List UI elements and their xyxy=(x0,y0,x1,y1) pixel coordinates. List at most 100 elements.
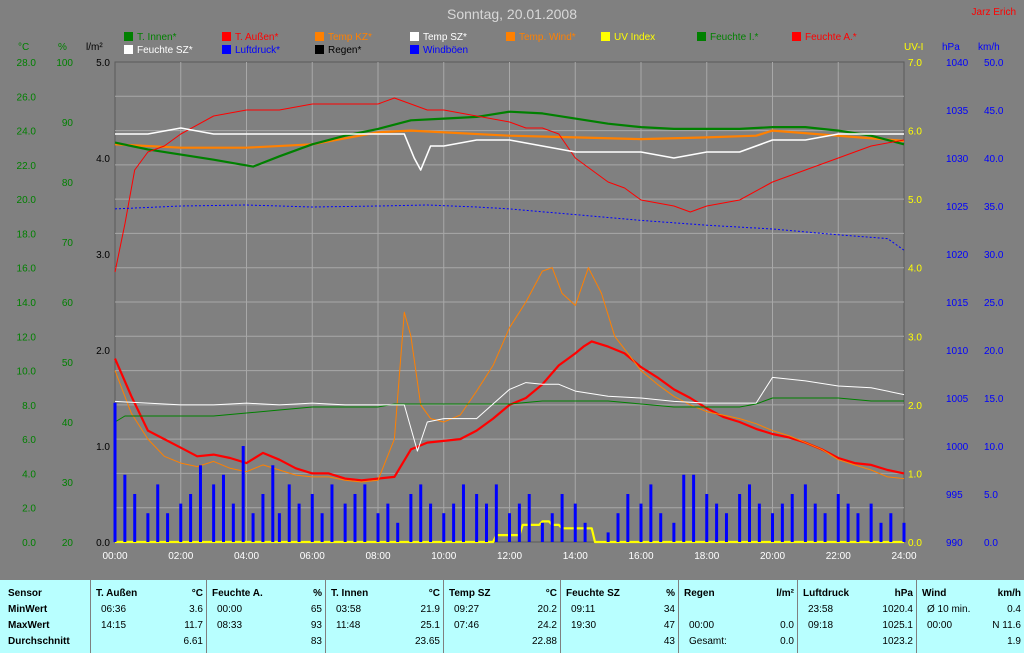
stats-column: T. Außen °C 06:36 3.6 14:15 11.7 6.61 xyxy=(90,580,207,653)
time-tick-label: 20:00 xyxy=(760,551,785,562)
temp-tick-label: 2.0 xyxy=(22,504,36,515)
stats-value: 47 xyxy=(663,620,675,631)
legend-swatch xyxy=(697,32,706,41)
stats-column-unit: % xyxy=(313,588,322,599)
rain-tick-label: 0.0 xyxy=(96,538,110,549)
time-tick-label: 14:00 xyxy=(563,551,588,562)
wind-tick-label: 30.0 xyxy=(984,250,1004,261)
pressure-tick-label: 1035 xyxy=(946,106,969,117)
stats-time: Ø 10 min. xyxy=(927,604,971,615)
legend-swatch xyxy=(124,45,133,54)
stats-table: Sensor MinWert MaxWert Durchschnitt T. Außen… xyxy=(0,580,1024,653)
temp-tick-label: 28.0 xyxy=(17,58,37,69)
pressure-tick-label: 1025 xyxy=(946,202,969,213)
humidity-tick-label: 70 xyxy=(62,238,74,249)
time-tick-label: 24:00 xyxy=(891,551,916,562)
stats-value: N 11.6 xyxy=(992,620,1021,631)
stats-time: 07:46 xyxy=(454,620,480,631)
rain-unit: l/m² xyxy=(86,42,103,53)
stats-value: 23.65 xyxy=(414,636,440,647)
temp-unit: °C xyxy=(18,42,29,53)
temp-tick-label: 26.0 xyxy=(17,92,37,103)
stats-column: Feuchte A.% 00:00 65 08:33 93 83 xyxy=(206,580,326,653)
pressure-tick-label: 1005 xyxy=(946,394,969,405)
legend-item: Temp SZ* xyxy=(410,32,467,44)
uv-tick-label: 2.0 xyxy=(908,401,922,412)
legend-label: T. Außen* xyxy=(235,32,279,43)
legend-swatch xyxy=(506,32,515,41)
stats-time: 08:33 xyxy=(217,620,243,631)
time-tick-label: 22:00 xyxy=(826,551,851,562)
uv-tick-label: 4.0 xyxy=(908,264,922,275)
stats-time: 09:18 xyxy=(808,620,834,631)
legend-label: Feuchte SZ* xyxy=(137,45,193,56)
pressure-tick-label: 1010 xyxy=(946,346,969,357)
wind-tick-label: 50.0 xyxy=(984,58,1004,69)
stats-column-title: Regen xyxy=(684,588,715,599)
legend-item: T. Innen* xyxy=(124,32,176,44)
legend-swatch xyxy=(222,32,231,41)
stats-time: 00:00 xyxy=(927,620,953,631)
stats-column: Luftdruck hPa 23:58 1020.4 09:18 1025.1 1023.2 xyxy=(797,580,917,653)
legend-swatch xyxy=(601,32,610,41)
uv-tick-label: 1.0 xyxy=(908,469,922,480)
temp-tick-label: 10.0 xyxy=(17,367,37,378)
time-tick-label: 18:00 xyxy=(694,551,719,562)
temp-tick-label: 22.0 xyxy=(17,161,37,172)
stats-value: 1025.1 xyxy=(882,620,913,631)
stats-value: 65 xyxy=(310,604,322,615)
series-line xyxy=(113,340,905,482)
pressure-tick-label: 1015 xyxy=(946,298,969,309)
legend-item: Feuchte I.* xyxy=(697,32,758,44)
uv-tick-label: 3.0 xyxy=(908,332,922,343)
humidity-tick-label: 30 xyxy=(62,478,74,489)
series-line xyxy=(114,204,905,251)
stats-column-unit: % xyxy=(666,588,675,599)
legend-item: Temp KZ* xyxy=(315,32,372,44)
stats-column: Wind km/h Ø 10 min. 0.4 00:00 N 11.6 1.9 xyxy=(916,580,1024,653)
stats-column-unit: °C xyxy=(191,588,203,599)
uv-tick-label: 7.0 xyxy=(908,58,922,69)
stats-column-title: Luftdruck xyxy=(803,588,850,599)
rain-tick-label: 4.0 xyxy=(96,154,110,165)
wind-tick-label: 15.0 xyxy=(984,394,1004,405)
rain-tick-label: 1.0 xyxy=(96,442,110,453)
stats-time: 00:00 xyxy=(689,620,715,631)
stats-time: 14:15 xyxy=(101,620,127,631)
pressure-tick-label: 995 xyxy=(946,490,963,501)
stats-value: 11.7 xyxy=(184,620,203,631)
series-line xyxy=(115,127,904,171)
wind-tick-label: 45.0 xyxy=(984,106,1004,117)
temp-tick-label: 16.0 xyxy=(17,264,37,275)
rain-tick-label: 3.0 xyxy=(96,250,110,261)
legend-label: Windböen xyxy=(423,45,469,56)
stats-value: 20.2 xyxy=(537,604,557,615)
time-tick-label: 02:00 xyxy=(168,551,193,562)
stats-column: T. Innen °C 03:58 21.9 11:48 25.1 23.65 xyxy=(325,580,444,653)
stats-value: 24.2 xyxy=(537,620,557,631)
stats-time: 09:27 xyxy=(454,604,480,615)
humidity-tick-label: 20 xyxy=(62,538,74,549)
stats-column-title: Wind xyxy=(922,588,947,599)
legend-swatch xyxy=(410,32,419,41)
temp-tick-label: 20.0 xyxy=(17,195,37,206)
pressure-unit: hPa xyxy=(942,42,960,53)
pressure-tick-label: 1000 xyxy=(946,442,969,453)
legend-swatch xyxy=(222,45,231,54)
page-title: Sonntag, 20.01.2008 xyxy=(446,6,577,22)
pressure-tick-label: 1020 xyxy=(946,250,969,261)
uv-tick-label: 5.0 xyxy=(908,195,922,206)
stats-sensor-header: Sensor xyxy=(8,588,42,599)
wind-unit: km/h xyxy=(978,42,1000,53)
rain-tick-label: 2.0 xyxy=(96,346,110,357)
legend-item: Temp. Wind* xyxy=(506,32,576,44)
stats-column: Regen l/m² 00:00 0.0 Gesamt: 0.0 xyxy=(678,580,798,653)
stats-row-label: MaxWert xyxy=(8,620,50,631)
stats-value: 6.61 xyxy=(183,636,203,647)
wind-tick-label: 0.0 xyxy=(984,538,998,549)
stats-time: 19:30 xyxy=(571,620,597,631)
time-tick-label: 06:00 xyxy=(300,551,325,562)
legend-label: T. Innen* xyxy=(137,32,177,43)
humidity-tick-label: 90 xyxy=(62,118,74,129)
time-tick-label: 08:00 xyxy=(365,551,390,562)
